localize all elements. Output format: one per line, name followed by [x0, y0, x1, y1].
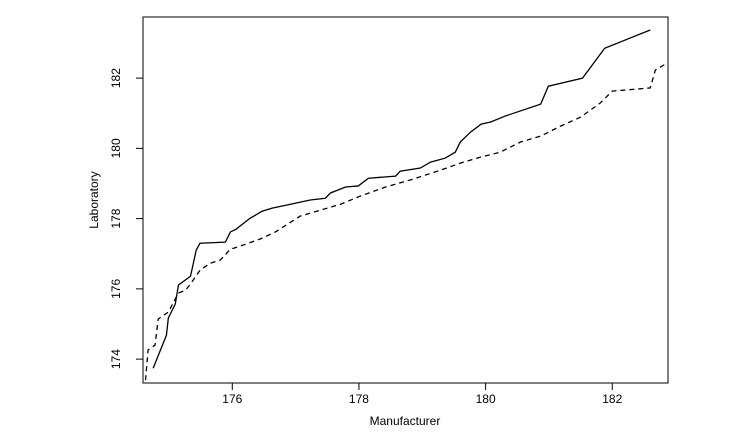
- plot-frame: [142, 16, 669, 384]
- x-tick-label: 176: [222, 392, 242, 406]
- x-axis-label: Manufacturer: [370, 414, 441, 428]
- data-line: [152, 29, 651, 369]
- y-tick-label: 174: [109, 349, 123, 369]
- x-tick-label: 182: [602, 392, 622, 406]
- x-tick-label: 180: [476, 392, 496, 406]
- y-tick-label: 182: [109, 68, 123, 88]
- y-tick-label: 178: [109, 208, 123, 228]
- y-axis-label: Laboratory: [87, 171, 101, 228]
- data-line: [144, 63, 666, 381]
- x-tick-label: 178: [349, 392, 369, 406]
- y-tick-label: 176: [109, 279, 123, 299]
- y-tick-label: 180: [109, 138, 123, 158]
